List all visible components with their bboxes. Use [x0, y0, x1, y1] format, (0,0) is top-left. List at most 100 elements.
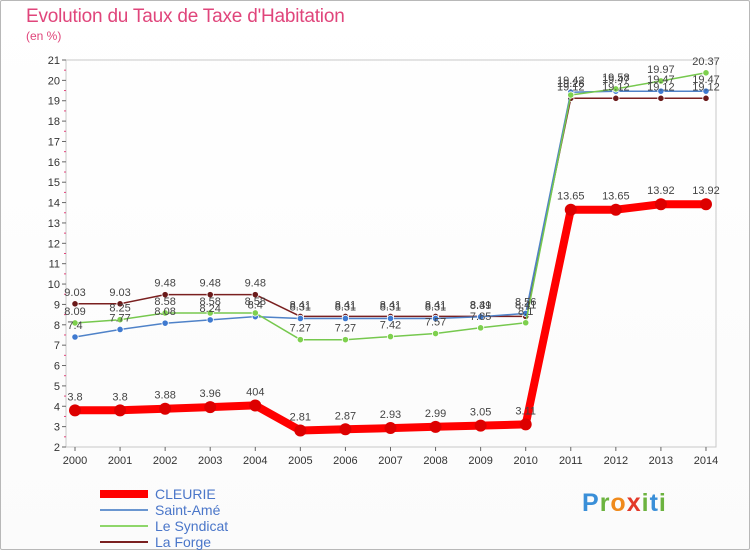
data-point-le-syndicat	[296, 336, 304, 344]
data-point-cleurie	[69, 404, 81, 417]
data-label-la-forge: 8.41	[470, 299, 491, 311]
legend-item-la-forge[interactable]: La Forge	[100, 534, 350, 550]
data-label-le-syndicat: 8.58	[154, 296, 175, 308]
data-label-le-syndicat: 7.27	[335, 323, 356, 335]
y-tick-label: 16	[48, 157, 60, 169]
data-label-le-syndicat: 8.58	[245, 296, 266, 308]
data-label-le-syndicat: 19.97	[647, 64, 675, 76]
data-point-cleurie	[339, 423, 352, 436]
x-tick-label: 2011	[559, 455, 583, 467]
data-point-cleurie	[699, 198, 712, 211]
data-label-la-forge: 19.12	[557, 81, 585, 93]
data-point-la-forge	[116, 300, 124, 308]
data-label-cleurie: 2.81	[290, 412, 311, 424]
data-label-la-forge: 8.41	[515, 299, 536, 311]
data-label-saint-am-: 8.24	[199, 303, 220, 315]
x-tick-label: 2004	[243, 455, 267, 467]
data-point-le-syndicat	[431, 329, 440, 338]
data-point-la-forge	[657, 94, 665, 102]
logo-letter: i	[658, 489, 667, 517]
x-tick-label: 2000	[63, 455, 87, 467]
y-tick-label: 4	[54, 401, 60, 413]
x-tick-label: 2009	[468, 455, 492, 467]
data-point-cleurie	[609, 203, 622, 216]
axes: 2 3 4 5 6 7 8 9 10 11 12 13 14 15 16 17 18 19 20 21 2000 2001…	[48, 55, 718, 467]
x-tick-label: 2012	[604, 455, 628, 467]
y-tick-label: 7	[54, 340, 60, 352]
data-label-la-forge: 9.48	[199, 278, 220, 290]
x-tick-label: 2006	[333, 455, 357, 467]
chart-title: Evolution du Taux de Taxe d'Habitation	[26, 6, 345, 27]
data-label-cleurie: 2.93	[380, 409, 401, 421]
data-label-la-forge: 19.12	[647, 81, 675, 93]
data-label-le-syndicat: 8.58	[199, 296, 220, 308]
x-tick-label: 2008	[423, 455, 447, 467]
data-label-cleurie: 3.8	[67, 391, 82, 403]
data-label-la-forge: 8.41	[335, 299, 356, 311]
proxiti-logo: Proxiti	[582, 489, 667, 518]
y-tick-label: 10	[48, 279, 60, 291]
data-point-saint-am-	[161, 319, 169, 327]
legend-item-le-syndicat[interactable]: Le Syndicat	[100, 518, 350, 534]
data-label-saint-am-: 8.31	[380, 301, 401, 313]
logo-letter: r	[599, 489, 611, 517]
data-label-saint-am-: 8.56	[515, 296, 536, 308]
y-tick-label: 18	[48, 116, 60, 128]
data-point-le-syndicat	[477, 324, 485, 332]
y-tick-label: 19	[48, 96, 60, 108]
legend-item-cleurie[interactable]: CLEURIE	[100, 486, 350, 502]
y-tick-label: 17	[48, 136, 60, 148]
data-label-le-syndicat: 8.09	[64, 306, 85, 318]
data-label-cleurie: 2.99	[425, 408, 446, 420]
data-point-cleurie	[429, 420, 442, 433]
data-label-la-forge: 9.03	[64, 287, 85, 299]
series-layer	[69, 69, 712, 437]
data-label-la-forge: 9.48	[154, 278, 175, 290]
data-label-le-syndicat: 19.58	[602, 72, 630, 84]
logo-letter: i	[641, 489, 650, 517]
data-label-le-syndicat: 7.42	[380, 320, 401, 332]
data-point-saint-am-	[296, 314, 304, 323]
x-tick-label: 2014	[694, 455, 718, 467]
legend-label-le-syndicat: Le Syndicat	[155, 518, 229, 534]
data-point-la-forge	[702, 94, 710, 102]
data-label-cleurie: 3.88	[154, 390, 175, 402]
data-point-le-syndicat	[702, 69, 710, 77]
data-label-cleurie: 3.96	[199, 388, 220, 400]
data-label-la-forge: 9.48	[245, 278, 266, 290]
y-axis-unit: (en %)	[26, 29, 62, 43]
data-label-cleurie: 13.65	[557, 191, 585, 203]
legend-swatch-la-forge	[100, 541, 148, 543]
data-label-le-syndicat: 20.37	[692, 56, 720, 68]
data-point-la-forge	[161, 291, 169, 299]
legend-item-saint-ame[interactable]: Saint-Amé	[100, 502, 350, 518]
data-label-le-syndicat: 8.25	[109, 303, 130, 315]
data-label-le-syndicat: 7.57	[425, 317, 446, 329]
data-point-cleurie	[294, 424, 307, 437]
legend-swatch-cleurie	[100, 490, 148, 498]
data-point-le-syndicat	[71, 319, 79, 327]
logo-letter: o	[610, 489, 627, 517]
data-point-le-syndicat	[522, 319, 530, 327]
data-point-la-forge	[612, 94, 620, 102]
logo-letter: x	[626, 489, 642, 517]
data-label-saint-am-: 19.47	[692, 74, 720, 86]
y-tick-label: 11	[49, 259, 60, 271]
y-tick-label: 21	[48, 55, 60, 67]
data-point-le-syndicat	[206, 309, 214, 317]
data-label-la-forge: 8.41	[425, 299, 446, 311]
data-point-saint-am-	[71, 333, 79, 341]
data-label-la-forge: 9.03	[109, 287, 130, 299]
data-label-saint-am-: 8.39	[470, 300, 491, 312]
series-le-syndicat	[71, 69, 710, 344]
data-point-la-forge	[251, 291, 259, 299]
data-point-le-syndicat	[612, 85, 620, 93]
data-point-cleurie	[114, 404, 127, 417]
data-label-le-syndicat: 7.27	[290, 323, 311, 335]
data-point-cleurie	[519, 418, 532, 431]
data-label-la-forge: 19.12	[602, 81, 630, 93]
logo-letter: t	[649, 489, 659, 517]
x-tick-label: 2003	[198, 455, 222, 467]
x-tick-label: 2013	[649, 455, 673, 467]
